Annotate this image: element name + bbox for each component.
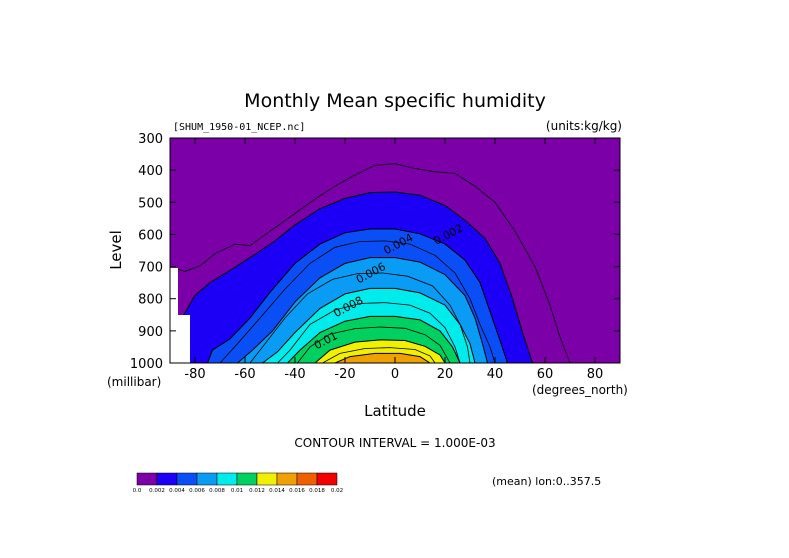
chart-title: Monthly Mean specific humidity	[244, 90, 546, 112]
x-tick-label-5: 20	[437, 367, 454, 382]
x-tick-label-4: 0	[391, 367, 399, 382]
colorbar-label-6: 0.012	[249, 488, 265, 494]
contour-line-2	[237, 257, 488, 363]
colorbar-swatch-3	[196, 472, 218, 486]
contour-line-5	[314, 339, 446, 363]
x-tick-label-2: -40	[284, 367, 305, 382]
x-tick-label-7: 60	[537, 367, 554, 382]
contour-line-outer	[170, 163, 571, 363]
y-tick-label-4: 700	[138, 261, 163, 276]
x-units-label: (degrees_north)	[532, 383, 628, 397]
colorbar-swatch-0	[136, 472, 158, 486]
colorbar-swatch-8	[296, 472, 318, 486]
colorbar-swatch-1	[156, 472, 178, 486]
x-axis-label: Latitude	[364, 402, 426, 420]
y-tick-label-6: 900	[138, 325, 163, 340]
contour-line-extra-0	[219, 240, 496, 363]
x-tick-label-3: -20	[334, 367, 355, 382]
contour-line-extra-2	[277, 302, 461, 363]
y-tick-label-7: 1000	[130, 357, 163, 372]
colorbar-label-10: 0.02	[331, 488, 343, 494]
colorbar-swatch-9	[316, 472, 338, 486]
colorbar-label-8: 0.016	[289, 488, 305, 494]
colorbar-swatch-5	[236, 472, 258, 486]
y-axis: 300 400 500 600 700 800 900 1000	[130, 132, 620, 372]
contour-interval-text: CONTOUR INTERVAL = 1.000E-03	[294, 436, 495, 450]
contour-line-0	[179, 191, 533, 363]
y-axis-label: Level	[107, 230, 125, 270]
y-tick-label-2: 500	[138, 196, 163, 211]
x-tick-label-1: -60	[234, 367, 255, 382]
y-tick-label-3: 600	[138, 228, 163, 243]
x-tick-label-0: -80	[184, 367, 205, 382]
file-label: [SHUM_1950-01_NCEP.nc]	[173, 122, 305, 133]
colorbar-swatch-6	[256, 472, 278, 486]
colorbar-swatch-2	[176, 472, 198, 486]
colorbar-label-1: 0.002	[149, 488, 165, 494]
x-tick-label-8: 80	[587, 367, 604, 382]
missing-data-mask-2	[170, 315, 190, 363]
y-tick-label-1: 400	[138, 164, 163, 179]
x-tick-label-6: 40	[487, 367, 504, 382]
contour-line-4	[287, 315, 461, 363]
contour-line-extra-3	[297, 326, 451, 363]
colorbar-swatch-4	[216, 472, 238, 486]
y-tick-label-5: 800	[138, 293, 163, 308]
contour-lines	[170, 163, 571, 363]
colorbar-label-2: 0.004	[169, 488, 185, 494]
y-units-label: (millibar)	[107, 375, 161, 389]
x-axis: -80 -60 -40 -20 0 20 40 60 80	[184, 138, 603, 382]
units-label: (units:kg/kg)	[546, 119, 622, 133]
footer-note: (mean) lon:0..357.5	[492, 475, 601, 488]
colorbar: 0.0 0.002 0.004 0.006 0.008 0.01 0.012 0.014 0.0…	[133, 472, 343, 494]
colorbar-label-5: 0.01	[231, 488, 243, 494]
colorbar-label-4: 0.008	[209, 488, 225, 494]
contour-line-extra-4	[322, 347, 436, 363]
contour-line-6	[334, 352, 431, 363]
contour-line-extra-1	[249, 272, 471, 363]
colorbar-swatch-7	[276, 472, 298, 486]
colorbar-label-7: 0.014	[269, 488, 285, 494]
colorbar-label-0: 0.0	[133, 488, 142, 494]
contour-line-3	[262, 287, 476, 363]
contour-line-1	[207, 228, 508, 363]
colorbar-label-9: 0.018	[309, 488, 325, 494]
y-tick-label-0: 300	[138, 132, 163, 147]
colorbar-label-3: 0.006	[189, 488, 205, 494]
